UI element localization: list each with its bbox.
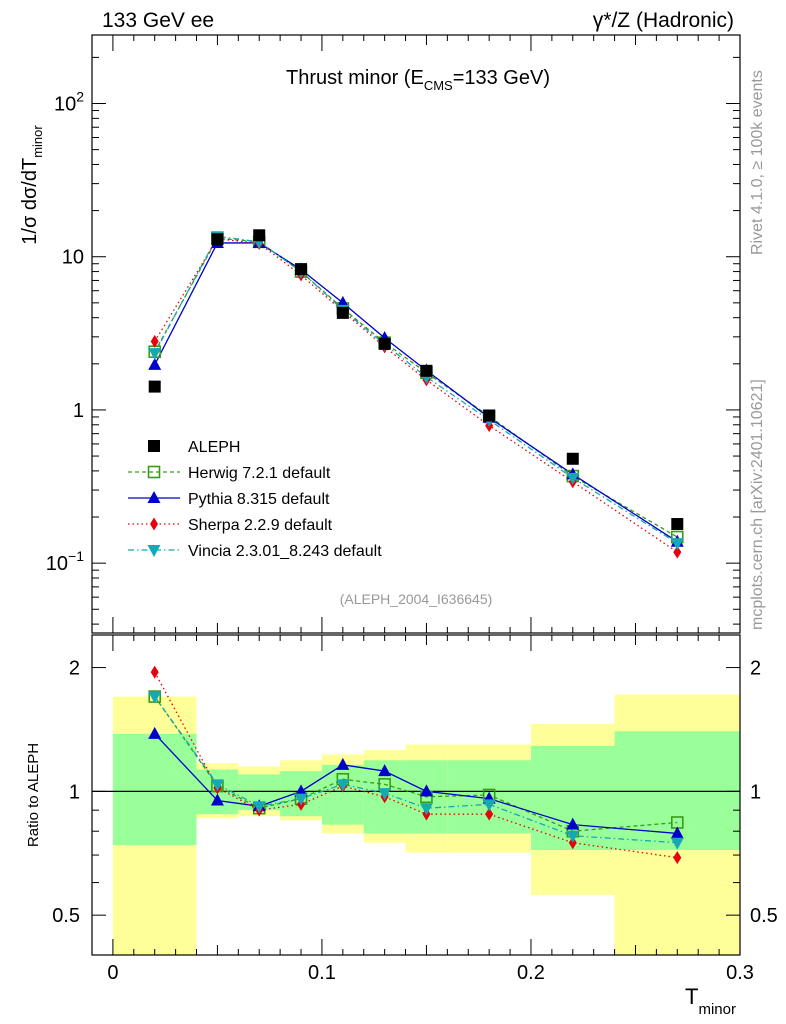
ratio-y-axis: 0.5 0.5 1 1 2 2 xyxy=(52,658,778,956)
rivet-side-label: Rivet 4.1.0, ≥ 100k events xyxy=(749,70,766,255)
vincia-ratio-marker xyxy=(419,803,433,816)
x-tick-label: 0.1 xyxy=(308,962,336,984)
pythia-ratio-marker xyxy=(378,764,392,777)
ratio-frame xyxy=(91,634,741,956)
sherpa-ratio-marker xyxy=(673,851,682,865)
legend-label: Sherpa 2.2.9 default xyxy=(188,517,333,534)
pythia-ratio-marker xyxy=(336,757,350,770)
vincia-ratio-line xyxy=(154,696,678,844)
aleph-data-point xyxy=(211,233,224,246)
main-title: Thrust minor (ECMS=133 GeV) xyxy=(286,67,550,93)
main-y-tick-label: 10−1 xyxy=(46,548,84,575)
legend: ALEPH Herwig 7.2.1 default Pythia 8.315 de… xyxy=(128,439,382,560)
sherpa-line xyxy=(154,238,678,553)
legend-label: Pythia 8.315 default xyxy=(188,491,330,508)
pythia-ratio-marker xyxy=(148,726,162,739)
ratio-y-tick-label: 2 xyxy=(69,658,80,680)
ratio-band-inner xyxy=(321,764,364,825)
pythia-marker xyxy=(336,295,350,308)
ratio-panel: 0.5 0.5 1 1 2 2 0 0.1 0.2 0.3 Ratio to ALEPH Tmi… xyxy=(25,35,778,1018)
vincia-ratio-marker xyxy=(252,801,266,814)
aleph-data-point xyxy=(253,229,266,242)
aleph-data-point xyxy=(336,306,349,319)
analysis-tag: (ALEPH_2004_I636645) xyxy=(340,591,493,607)
header-left-label: 133 GeV ee xyxy=(102,9,214,32)
main-y-tick-label: 10 xyxy=(62,247,84,269)
header-right-label: γ*/Z (Hadronic) xyxy=(593,9,734,32)
vincia-ratio-marker xyxy=(566,830,580,843)
vincia-marker xyxy=(566,472,580,485)
x-axis-label: Tminor xyxy=(685,984,736,1018)
ratio-y-label: Ratio to ALEPH xyxy=(25,743,42,847)
legend-marker xyxy=(150,517,158,531)
ratio-plot-area xyxy=(92,665,740,955)
sherpa-ratio-line xyxy=(154,671,678,859)
vincia-ratio-marker xyxy=(210,779,224,792)
aleph-data-point xyxy=(566,452,579,465)
vincia-ratio-marker xyxy=(148,691,162,704)
vincia-ratio-marker xyxy=(294,793,308,806)
ratio-y-tick-label: 0.5 xyxy=(52,905,80,927)
main-plot-area xyxy=(148,229,684,559)
aleph-data-point xyxy=(378,337,391,350)
main-y-label: 1/σ dσ/dTminor xyxy=(19,125,45,245)
x-tick-label: 0.3 xyxy=(726,962,754,984)
sherpa-marker xyxy=(150,334,159,348)
pythia-marker xyxy=(148,357,162,370)
pythia-ratio-marker xyxy=(294,784,308,797)
vincia-ratio-marker xyxy=(336,779,350,792)
vincia-ratio-marker xyxy=(482,799,496,812)
x-axis: 0 0.1 0.2 0.3 xyxy=(107,35,754,984)
sherpa-ratio-marker xyxy=(485,807,494,821)
herwig-ratio-line xyxy=(154,696,678,832)
ratio-band-inner xyxy=(112,733,197,846)
aleph-data-point xyxy=(671,518,684,531)
mcplots-side-label: mcplots.cern.ch [arXiv:2401.10621] xyxy=(749,379,766,630)
ratio-y-tick-label-right: 1 xyxy=(750,781,761,803)
pythia-ratio-marker xyxy=(419,784,433,797)
legend-marker xyxy=(147,491,161,503)
vincia-marker xyxy=(148,348,162,361)
pythia-line xyxy=(154,242,678,543)
x-tick-label: 0 xyxy=(107,962,118,984)
pythia-ratio-marker xyxy=(210,793,224,806)
vincia-ratio-marker xyxy=(378,788,392,801)
legend-marker xyxy=(147,465,161,479)
x-tick-label: 0.2 xyxy=(517,962,545,984)
legend-label: Herwig 7.2.1 default xyxy=(188,465,331,482)
vincia-line xyxy=(154,235,678,544)
pythia-ratio-marker xyxy=(566,817,580,830)
main-frame xyxy=(91,34,741,634)
sherpa-ratio-marker xyxy=(150,665,159,679)
aleph-data-point xyxy=(295,263,308,276)
ratio-y-tick-label-right: 2 xyxy=(750,658,761,680)
vincia-marker xyxy=(670,538,684,551)
aleph-data-point xyxy=(483,409,496,422)
legend-label: ALEPH xyxy=(188,439,240,456)
pythia-ratio-line xyxy=(154,733,678,835)
sherpa-marker xyxy=(673,545,682,559)
ratio-y-tick-label-right: 0.5 xyxy=(750,905,778,927)
aleph-data-point xyxy=(148,380,161,393)
legend-label: Vincia 2.3.01_8.243 default xyxy=(188,543,382,560)
main-y-tick-label: 102 xyxy=(54,89,84,116)
main-panel: 102 10 1 10−1 Thrust minor (ECMS=133 GeV) 1… xyxy=(19,34,741,634)
pythia-ratio-marker xyxy=(670,826,684,839)
sherpa-ratio-marker xyxy=(568,836,577,850)
ratio-y-tick-label: 1 xyxy=(69,781,80,803)
main-y-axis: 102 10 1 10−1 xyxy=(46,56,740,625)
vincia-ratio-marker xyxy=(670,837,684,850)
legend-marker xyxy=(148,440,160,452)
aleph-data-point xyxy=(420,364,433,377)
legend-marker xyxy=(147,545,161,557)
main-y-tick-label: 1 xyxy=(73,400,84,422)
